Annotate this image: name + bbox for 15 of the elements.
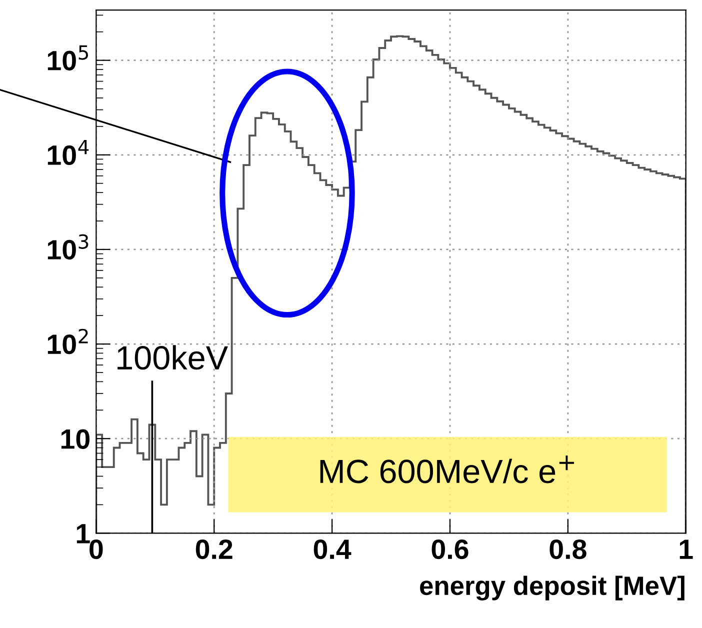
x-tick-label: 0.4	[314, 539, 352, 560]
x-axis-title: energy deposit [MeV]	[420, 576, 684, 600]
y-tick-label: 10$^{3}$	[48, 234, 88, 260]
y-tick-label: 10$^{4}$	[48, 140, 89, 166]
x-tick-label: 0.6	[432, 539, 468, 560]
y-tick-label: 1	[76, 524, 90, 544]
y-tick-label: 10	[61, 429, 90, 449]
y-tick-label: 10$^{2}$	[48, 328, 88, 354]
x-tick-label: 1	[680, 540, 693, 559]
x-tick-label: 0.8	[550, 539, 586, 560]
x-tick-label: 0	[90, 539, 103, 560]
y-tick-label: 10$^{5}$	[48, 45, 88, 70]
x-tick-label: 0.2	[196, 539, 232, 560]
annotation: MC 600MeV/c e$^{+}$	[320, 456, 574, 484]
annotation: 100keV	[118, 345, 228, 370]
